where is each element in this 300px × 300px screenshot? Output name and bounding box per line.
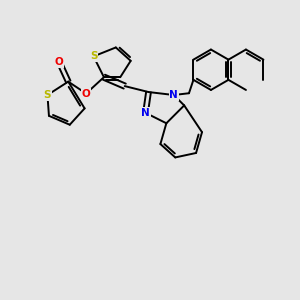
Text: S: S	[90, 51, 97, 62]
Text: N: N	[141, 108, 150, 118]
Text: S: S	[44, 90, 51, 100]
Text: O: O	[55, 57, 64, 67]
Text: N: N	[169, 90, 178, 100]
Text: O: O	[82, 88, 91, 98]
